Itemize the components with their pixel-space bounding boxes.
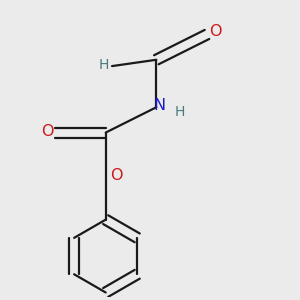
Text: O: O bbox=[41, 124, 53, 139]
Text: H: H bbox=[99, 58, 109, 71]
Text: O: O bbox=[110, 168, 123, 183]
Text: O: O bbox=[209, 24, 221, 39]
Text: H: H bbox=[175, 105, 185, 119]
Text: N: N bbox=[153, 98, 166, 113]
